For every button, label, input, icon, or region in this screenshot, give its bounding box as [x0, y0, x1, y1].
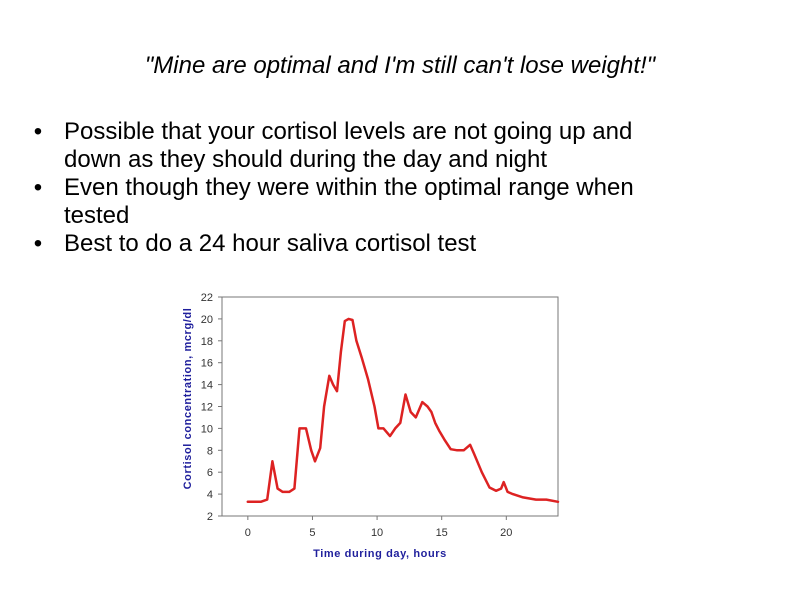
y-tick-label: 16: [201, 358, 213, 370]
plot-frame: [221, 296, 559, 517]
bullet-list: • Possible that your cortisol levels are…: [28, 118, 768, 258]
bullet-item: • Possible that your cortisol levels are…: [28, 118, 768, 174]
y-tick-label: 12: [201, 402, 213, 414]
cortisol-line-chart: 2 4 6 8 10 12 14 16 18 20 22 0 5 10 15 20 Time during da…: [182, 292, 560, 560]
bullet-item: • Even though they were within the optim…: [28, 174, 768, 230]
bullet-line: Even though they were within the optimal…: [64, 174, 634, 201]
y-tick-label: 10: [201, 423, 213, 435]
cortisol-series-line: [246, 317, 560, 504]
bullet-line: Possible that your cortisol levels are n…: [64, 118, 633, 145]
bullet-line: Best to do a 24 hour saliva cortisol tes…: [64, 230, 477, 257]
bullet-point-icon: •: [33, 174, 43, 201]
bullet-item: • Best to do a 24 hour saliva cortisol t…: [28, 230, 768, 258]
y-tick-label: 6: [207, 467, 213, 479]
x-tick-label: 0: [245, 527, 251, 539]
y-tick-label: 20: [201, 314, 213, 326]
y-axis-title: Cortisol concentration, mcrg/dl: [182, 308, 194, 490]
x-axis-title: Time during day, hours: [313, 548, 447, 560]
x-tick-label: 20: [500, 527, 512, 539]
x-tick-label: 5: [309, 527, 315, 539]
y-tick-label: 2: [207, 511, 213, 523]
y-tick-label: 14: [201, 380, 213, 392]
y-tick-label: 22: [201, 292, 213, 304]
bullet-point-icon: •: [33, 230, 43, 257]
bullet-point-icon: •: [33, 118, 43, 145]
page-title: "Mine are optimal and I'm still can't lo…: [144, 52, 656, 79]
y-tick-label: 8: [207, 445, 213, 457]
x-tick-label: 15: [436, 527, 448, 539]
bullet-line: tested: [64, 202, 130, 229]
y-tick-label: 18: [201, 336, 213, 348]
y-tick-label: 4: [207, 489, 213, 501]
bullet-line: down as they should during the day and n…: [64, 146, 548, 173]
x-tick-label: 10: [371, 527, 383, 539]
